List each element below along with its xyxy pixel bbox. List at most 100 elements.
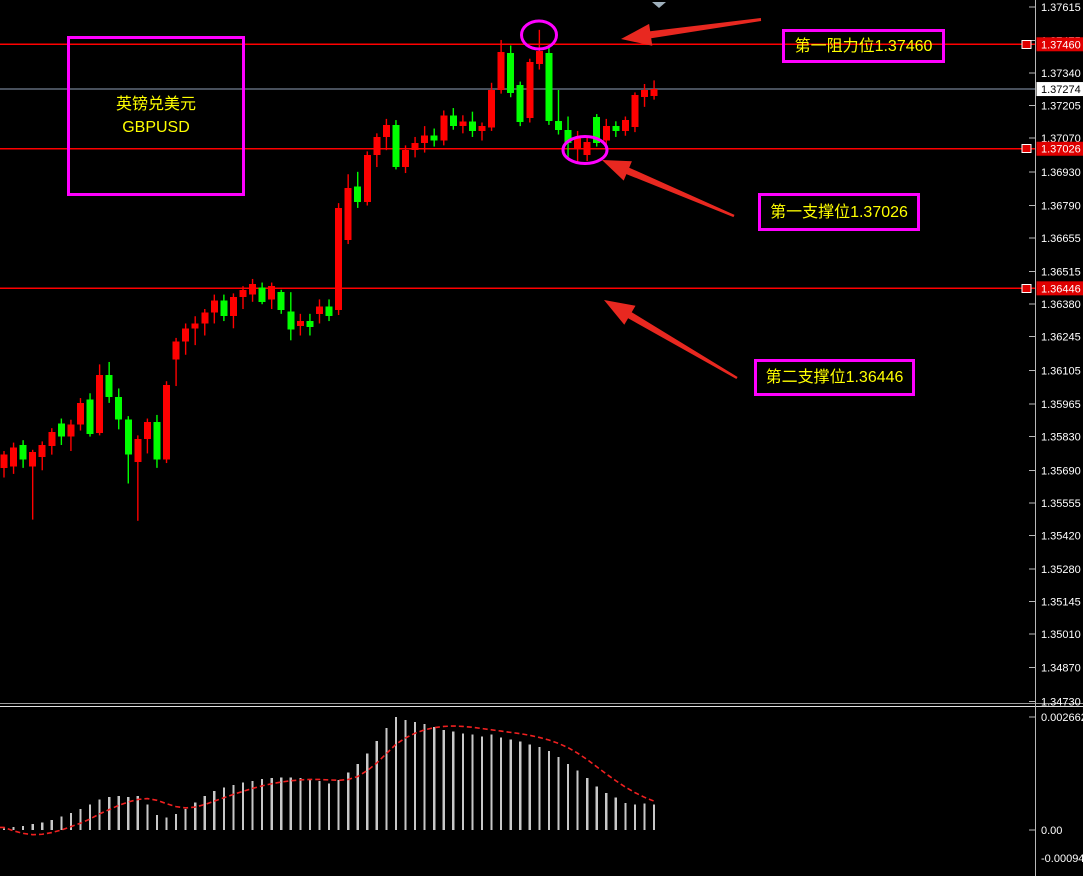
macd-histogram-bar (69, 813, 73, 830)
top-triangle-marker (652, 2, 666, 8)
candle-body (268, 286, 276, 300)
candle-body (535, 51, 543, 65)
candle-body (315, 306, 323, 314)
arrow-to-support1[interactable] (602, 160, 735, 218)
arrow-to-support2[interactable] (604, 300, 738, 379)
macd-signal-line (0, 725, 655, 836)
candle-body (526, 62, 534, 118)
macd-histogram-bar (586, 778, 589, 830)
macd-histogram-bar (375, 740, 378, 830)
macd-histogram-bar (423, 723, 426, 830)
macd-histogram-bar (528, 744, 531, 830)
candle-body (220, 300, 228, 317)
macd-histogram-bar (347, 772, 350, 830)
candle-body (344, 187, 352, 240)
macd-histogram-bar (213, 790, 216, 830)
candle-body (382, 124, 390, 137)
price-axis-label: 1.37615 (1041, 2, 1081, 14)
candle-body (593, 116, 601, 143)
macd-histogram-bar (624, 802, 627, 830)
macd-histogram-bar (241, 782, 245, 830)
macd-histogram-bar (318, 781, 321, 830)
candle-body (497, 51, 505, 91)
macd-zero-label: 0.00 (1041, 825, 1062, 837)
macd-histogram-bar (146, 804, 149, 830)
macd-histogram-bar (337, 779, 340, 830)
macd-histogram-bar (547, 751, 551, 830)
macd-histogram-bar (289, 777, 292, 830)
candle-body (143, 422, 151, 439)
candle-body (421, 135, 429, 143)
macd-histogram-bar (538, 747, 541, 830)
candle-body (392, 124, 400, 168)
price-axis-label: 1.34730 (1041, 696, 1081, 708)
macd-histogram-bar (557, 756, 560, 830)
macd-histogram-bar (614, 797, 617, 830)
candle-body (229, 296, 237, 317)
price-axis-label: 1.35145 (1041, 596, 1081, 608)
macd-histogram-bar (595, 786, 598, 830)
candle-body (182, 328, 190, 342)
candle-body (411, 142, 419, 151)
candle-body (124, 419, 132, 455)
macd-histogram-bar (165, 817, 168, 830)
support1-annotation-box[interactable]: 第一支撑位1.37026 (758, 193, 920, 231)
candle-body (430, 135, 438, 141)
symbol-annotation-box[interactable]: 英镑兑美元 GBPUSD (67, 36, 245, 196)
candle-body (612, 126, 620, 131)
macd-histogram-bar (108, 796, 111, 830)
macd-histogram-bar (576, 770, 579, 830)
price-axis-label: 1.34870 (1041, 663, 1081, 675)
macd-histogram-bar (480, 736, 484, 830)
price-axis-label: 1.35830 (1041, 432, 1081, 444)
resistance1-annotation-box[interactable]: 第一阻力位1.37460 (782, 29, 945, 63)
support2-annotation-box[interactable]: 第二支撑位1.36446 (754, 359, 915, 396)
price-axis-label: 1.36515 (1041, 267, 1081, 279)
candle-body (545, 52, 553, 122)
macd-histogram-bar (280, 777, 283, 830)
macd-histogram-bar (519, 741, 522, 830)
candle-body (449, 115, 457, 127)
candle-body (0, 454, 8, 468)
current-price-badge (1036, 82, 1083, 97)
candle-body (153, 422, 161, 460)
candle-body (373, 136, 381, 155)
price-axis-label: 1.36105 (1041, 365, 1081, 377)
price-axis-label: 1.36930 (1041, 167, 1081, 179)
macd-histogram-bar (203, 796, 206, 830)
macd-histogram-bar (490, 734, 493, 830)
candle-body (287, 311, 295, 330)
line-end-marker[interactable] (1021, 144, 1032, 154)
candle-body (402, 150, 410, 168)
macd-histogram-bar (643, 803, 646, 830)
line-end-marker[interactable] (1021, 39, 1032, 49)
candle-body (10, 447, 18, 467)
candle-body (459, 121, 467, 127)
level-badge-label: 1.36446 (1041, 283, 1081, 295)
candle-body (29, 452, 37, 467)
candle-body (249, 283, 257, 295)
macd-histogram-bar (308, 779, 312, 830)
candle-body (335, 207, 343, 310)
arrow-to-resistance1[interactable] (621, 18, 762, 46)
macd-histogram-bar (327, 783, 331, 830)
panel-separator-line (0, 706, 1083, 707)
dip-highlight-circle[interactable] (561, 135, 609, 165)
candle-body (363, 154, 371, 202)
candle-body (19, 445, 27, 460)
macd-histogram-bar (2, 828, 6, 830)
symbol-name-code: GBPUSD (122, 119, 190, 136)
price-axis-label: 1.36245 (1041, 332, 1081, 344)
candle-body (134, 438, 142, 462)
candle-body (507, 52, 515, 93)
macd-histogram-bar (270, 778, 273, 830)
panel-separator-line (0, 703, 1083, 704)
line-end-marker[interactable] (1021, 283, 1032, 293)
candle-body (488, 90, 496, 128)
macd-histogram-bar (22, 825, 25, 830)
peak-highlight-circle[interactable] (520, 19, 558, 51)
price-axis-label: 1.36655 (1041, 233, 1081, 245)
